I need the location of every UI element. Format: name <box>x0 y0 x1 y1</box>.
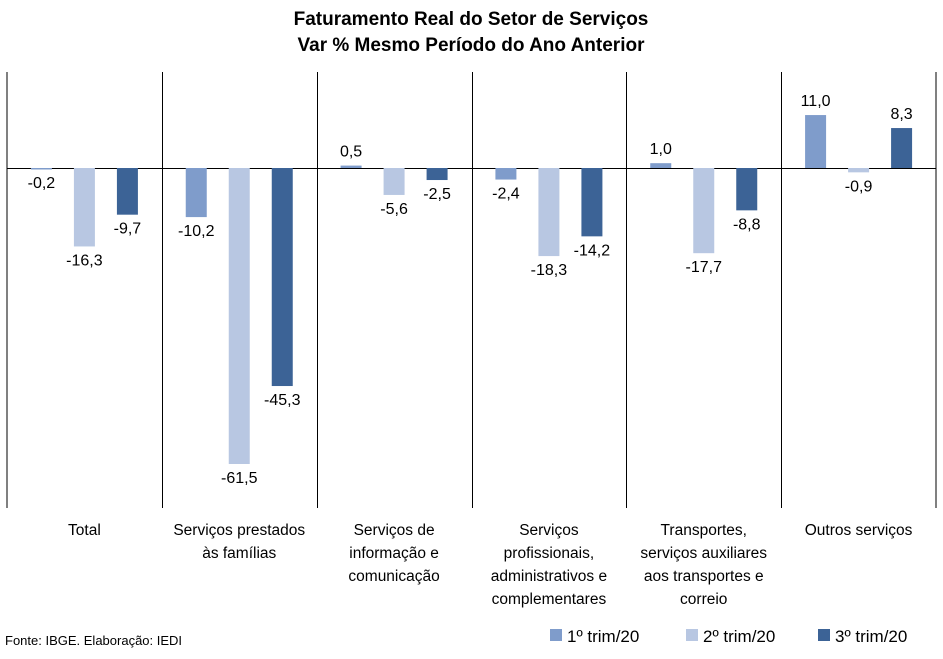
data-label: -18,3 <box>531 262 568 279</box>
legend-label: 1º trim/20 <box>567 627 639 646</box>
category-label: informação e <box>349 545 439 562</box>
bar-3-4 <box>581 168 603 237</box>
category-label: comunicação <box>348 568 439 585</box>
data-label: -17,7 <box>686 259 723 276</box>
source-note: Fonte: IBGE. Elaboração: IEDI <box>5 633 182 648</box>
data-label: -2,5 <box>423 186 451 203</box>
bar-3-2 <box>271 168 293 387</box>
bar-2-6 <box>848 168 870 173</box>
legend-swatch-3 <box>818 629 830 641</box>
data-label: -0,2 <box>28 175 56 192</box>
bar-1-1 <box>30 168 52 170</box>
data-label: 0,5 <box>340 144 362 161</box>
legend-swatch-1 <box>550 629 562 641</box>
data-label: -5,6 <box>380 201 408 218</box>
data-label: 11,0 <box>801 93 831 110</box>
bar-2-4 <box>538 168 560 257</box>
data-label: -61,5 <box>221 470 258 487</box>
data-label: -2,4 <box>492 186 520 203</box>
data-label: 1,0 <box>650 141 672 158</box>
bar-3-1 <box>116 168 138 215</box>
chart-title-line: Faturamento Real do Setor de Serviços <box>294 9 649 30</box>
chart-title-line: Var % Mesmo Período do Ano Anterior <box>298 35 646 56</box>
data-label: -16,3 <box>66 252 103 269</box>
category-label: aos transportes e <box>644 568 764 585</box>
bar-3-6 <box>891 128 913 168</box>
category-label: às famílias <box>202 545 276 562</box>
bar-2-1 <box>73 168 95 247</box>
category-label: Serviços de <box>354 522 435 539</box>
category-label: Serviços prestados <box>173 522 305 539</box>
legend-label: 2º trim/20 <box>703 627 775 646</box>
data-label: -14,2 <box>574 242 611 259</box>
category-label: Serviços <box>519 522 579 539</box>
bar-1-4 <box>495 168 517 180</box>
category-label: Transportes, <box>661 522 747 539</box>
data-label: -8,8 <box>733 216 761 233</box>
bar-2-5 <box>693 168 715 254</box>
category-label: Total <box>68 522 101 539</box>
category-label: complementares <box>492 591 607 608</box>
bar-1-2 <box>185 168 207 218</box>
category-label: Outros serviços <box>805 522 913 539</box>
bar-1-3 <box>340 165 362 168</box>
data-label: -9,7 <box>114 221 142 238</box>
category-label: administrativos e <box>491 568 607 585</box>
data-label: 8,3 <box>890 106 912 123</box>
bar-3-3 <box>426 168 448 181</box>
category-label: correio <box>680 591 727 608</box>
bar-1-5 <box>650 163 672 168</box>
category-label: profissionais, <box>504 545 594 562</box>
data-label: -0,9 <box>845 178 873 195</box>
legend-swatch-2 <box>686 629 698 641</box>
bar-2-2 <box>228 168 250 464</box>
bar-3-5 <box>736 168 758 211</box>
data-label: -10,2 <box>178 223 215 240</box>
category-label: serviços auxiliares <box>640 545 767 562</box>
data-label: -45,3 <box>264 392 301 409</box>
bar-2-3 <box>383 168 405 195</box>
bar-1-6 <box>805 115 827 168</box>
legend-label: 3º trim/20 <box>835 627 907 646</box>
